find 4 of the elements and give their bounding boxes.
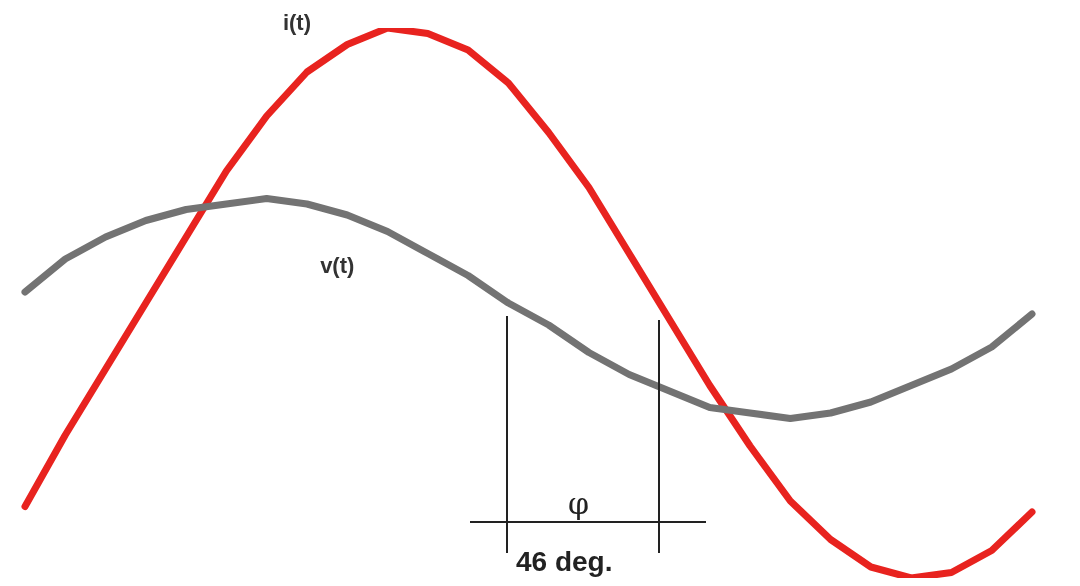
series-label: v(t) [320,253,355,278]
annotation: φ [568,486,590,521]
annotation: 46 deg. [516,546,613,578]
series-label: i(t) [282,10,312,35]
